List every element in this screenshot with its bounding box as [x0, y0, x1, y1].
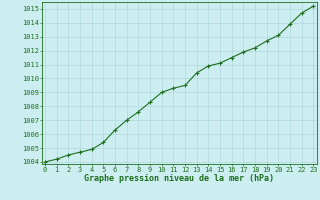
X-axis label: Graphe pression niveau de la mer (hPa): Graphe pression niveau de la mer (hPa) — [84, 174, 274, 183]
